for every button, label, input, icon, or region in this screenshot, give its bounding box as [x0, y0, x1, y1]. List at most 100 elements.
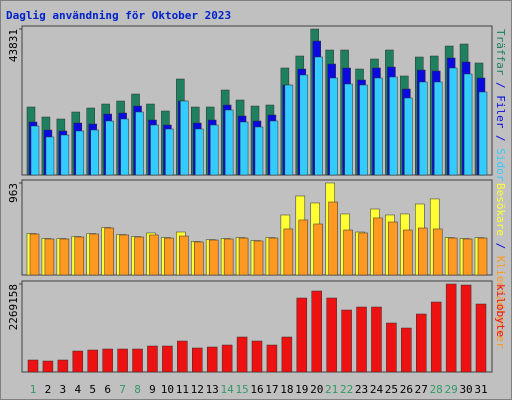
bar: [251, 340, 263, 373]
x-tick-label: 27: [415, 383, 428, 396]
bar: [448, 67, 458, 176]
bar: [208, 239, 219, 276]
x-tick-label: 28: [430, 383, 443, 396]
x-tick-label: 12: [191, 383, 204, 396]
bar: [313, 223, 323, 276]
bar: [478, 91, 488, 176]
bar: [206, 346, 218, 373]
bar: [254, 126, 264, 176]
bar: [221, 344, 233, 373]
bar: [401, 327, 412, 373]
bar: [269, 120, 279, 176]
bar: [236, 336, 248, 373]
bar: [102, 348, 113, 373]
x-tick-label: 22: [340, 383, 353, 396]
bar: [60, 134, 70, 176]
bar: [134, 236, 144, 276]
bar: [30, 125, 40, 176]
bar: [445, 283, 457, 373]
bar: [29, 233, 40, 276]
bar: [403, 229, 413, 276]
bar: [284, 84, 294, 176]
x-tick-label: 1: [30, 383, 37, 396]
bar: [104, 227, 114, 276]
x-tick-label: 17: [265, 383, 278, 396]
bar: [147, 345, 158, 373]
bar: [356, 306, 367, 373]
legend-entry: Sidor: [494, 148, 507, 181]
bar: [388, 221, 398, 276]
legend: Träffar / Filer / Sidor: [494, 29, 507, 182]
x-tick-label: 6: [104, 383, 111, 396]
bar: [341, 309, 352, 373]
bar: [135, 111, 144, 176]
y-tick-label: 963: [7, 183, 20, 203]
bar: [162, 345, 173, 373]
x-tick-label: 31: [474, 383, 487, 396]
x-tick-label: 19: [295, 383, 308, 396]
legend-separator: /: [494, 236, 507, 256]
bar: [281, 336, 293, 373]
bar: [179, 235, 189, 276]
bar: [328, 201, 338, 276]
x-tick-label: 16: [250, 383, 263, 396]
bar: [74, 236, 85, 276]
bar: [117, 348, 128, 373]
bar: [266, 344, 278, 373]
y-tick-label: 43831: [7, 29, 20, 62]
bar: [462, 238, 473, 276]
bar: [119, 234, 129, 276]
bar: [177, 340, 188, 373]
bar: [475, 303, 487, 373]
bar: [120, 118, 129, 176]
bar: [298, 219, 309, 276]
bar: [386, 322, 397, 373]
bar: [150, 124, 159, 176]
x-tick-label: 15: [235, 383, 248, 396]
bar: [45, 136, 55, 176]
bar: [433, 81, 443, 176]
bar: [105, 120, 114, 176]
bar: [132, 348, 143, 373]
bar: [239, 121, 249, 176]
bar: [27, 359, 39, 373]
bar: [44, 238, 55, 276]
x-tick-label: 20: [310, 383, 323, 396]
bar: [194, 241, 204, 276]
bar: [373, 217, 383, 276]
x-tick-label: 23: [355, 383, 368, 396]
x-tick-label: 14: [221, 383, 235, 396]
x-tick-label: 24: [370, 383, 384, 396]
x-tick-label: 13: [206, 383, 219, 396]
x-tick-label: 7: [119, 383, 126, 396]
legend-separator: /: [494, 128, 507, 148]
x-tick-label: 9: [149, 383, 156, 396]
chart-title: Daglig användning för Oktober 2023: [6, 9, 231, 22]
x-tick-label: 26: [400, 383, 413, 396]
bar: [195, 128, 204, 176]
legend-entry: Klientadresser: [494, 256, 507, 349]
legend: kilobyte: [494, 284, 507, 337]
bar: [180, 100, 189, 176]
bar: [223, 238, 234, 276]
x-tick-label: 2: [45, 383, 52, 396]
bar: [419, 81, 428, 176]
bar: [42, 360, 54, 373]
bar: [447, 237, 458, 276]
bar: [283, 228, 294, 276]
bar: [296, 297, 308, 373]
bar: [311, 290, 322, 373]
x-tick-label: 18: [280, 383, 293, 396]
bar: [57, 359, 69, 373]
x-tick-label: 30: [459, 383, 472, 396]
x-tick-label: 10: [161, 383, 174, 396]
x-tick-label: 25: [385, 383, 398, 396]
bar: [343, 229, 353, 276]
bar: [477, 237, 488, 276]
bar: [374, 77, 383, 176]
bar: [430, 301, 442, 373]
x-tick-label: 3: [60, 383, 67, 396]
bar: [89, 233, 99, 276]
bar: [238, 237, 249, 276]
bar: [416, 313, 427, 373]
